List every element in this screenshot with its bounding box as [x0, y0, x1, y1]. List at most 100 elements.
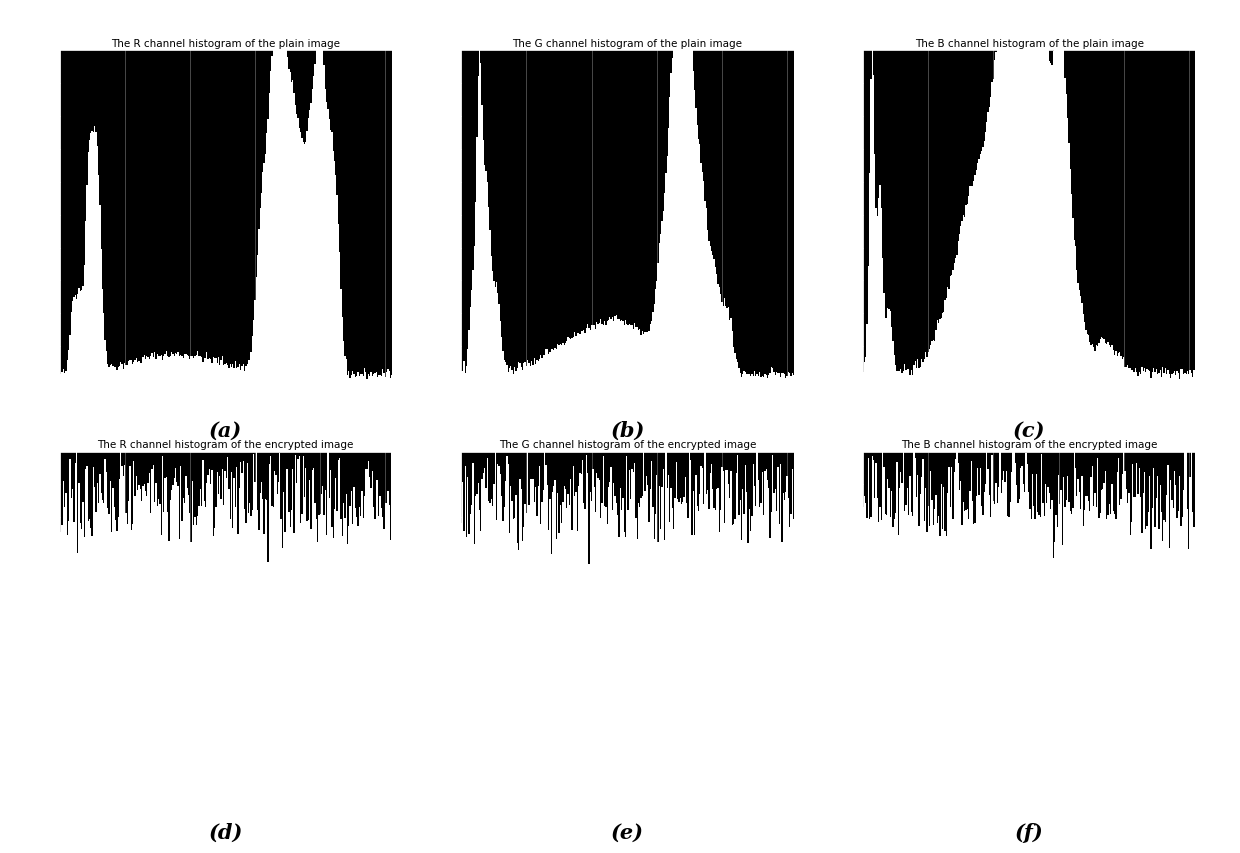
Bar	[1028, 44, 1029, 380]
Bar	[479, 511, 480, 780]
Bar	[376, 373, 377, 380]
Bar	[87, 185, 88, 380]
Bar	[696, 109, 697, 380]
Bar	[104, 460, 105, 780]
Bar	[326, 103, 327, 380]
Bar	[608, 487, 609, 780]
Bar	[273, 508, 274, 780]
Bar	[469, 534, 470, 780]
Bar	[182, 499, 184, 780]
Bar	[967, 205, 968, 380]
Bar	[216, 359, 217, 380]
Bar	[267, 500, 268, 780]
Bar	[498, 467, 500, 780]
Bar	[686, 44, 687, 380]
Bar	[358, 507, 360, 780]
Bar	[565, 344, 567, 380]
Bar	[1084, 322, 1085, 380]
Bar	[1058, 476, 1059, 780]
Bar	[579, 473, 580, 780]
Bar	[497, 465, 498, 780]
Bar	[1083, 315, 1084, 380]
Bar	[236, 368, 237, 380]
Bar	[890, 311, 892, 380]
Bar	[343, 342, 345, 380]
Bar	[192, 357, 193, 380]
Bar	[621, 320, 622, 380]
Bar	[528, 505, 529, 780]
Bar	[202, 363, 203, 380]
Bar	[697, 506, 698, 780]
Bar	[1178, 512, 1179, 780]
Bar	[1161, 378, 1162, 380]
Bar	[279, 453, 280, 780]
Bar	[339, 459, 340, 780]
Bar	[1176, 486, 1177, 780]
Bar	[701, 467, 702, 780]
Bar	[1135, 368, 1136, 380]
Bar	[316, 519, 317, 780]
Bar	[476, 494, 477, 780]
Bar	[217, 473, 218, 780]
Bar	[763, 516, 764, 780]
Bar	[233, 479, 234, 780]
Bar	[910, 513, 911, 780]
Bar	[930, 345, 931, 380]
Bar	[190, 514, 191, 780]
Bar	[1111, 485, 1112, 780]
Bar	[293, 469, 294, 780]
Bar	[146, 357, 148, 380]
Bar	[611, 318, 613, 380]
Bar	[1056, 44, 1058, 380]
Bar	[470, 514, 471, 780]
Bar	[905, 370, 906, 380]
Bar	[234, 362, 236, 380]
Bar	[650, 324, 651, 380]
Bar	[153, 465, 154, 780]
Bar	[159, 357, 160, 380]
Bar	[936, 524, 937, 780]
Bar	[324, 66, 325, 380]
Bar	[1105, 344, 1106, 380]
Bar	[1194, 371, 1197, 380]
Bar	[170, 501, 171, 780]
Bar	[150, 357, 151, 380]
Bar	[95, 133, 97, 380]
Bar	[103, 504, 104, 780]
Bar	[1102, 339, 1104, 380]
Bar	[195, 517, 196, 780]
Bar	[269, 95, 270, 380]
Bar	[166, 478, 167, 780]
Bar	[651, 461, 652, 780]
Bar	[1099, 343, 1100, 380]
Bar	[1058, 44, 1059, 380]
Bar	[1109, 345, 1110, 380]
Bar	[744, 515, 745, 780]
Bar	[645, 491, 646, 780]
Bar	[63, 369, 64, 380]
Bar	[484, 165, 485, 380]
Bar	[1023, 44, 1024, 380]
Bar	[966, 511, 967, 780]
Bar	[771, 513, 773, 780]
Bar	[529, 367, 531, 380]
Bar	[255, 277, 257, 380]
Bar	[494, 281, 495, 380]
Bar	[185, 355, 186, 380]
Bar	[919, 368, 920, 380]
Bar	[82, 287, 83, 380]
Bar	[348, 371, 350, 380]
Bar	[997, 503, 998, 780]
Bar	[866, 357, 867, 380]
Bar	[131, 364, 133, 380]
Bar	[283, 492, 284, 780]
Bar	[1173, 374, 1174, 380]
Bar	[554, 480, 556, 780]
Bar	[689, 44, 691, 380]
Bar	[145, 359, 146, 380]
Bar	[1052, 67, 1053, 380]
Bar	[784, 501, 785, 780]
Bar	[611, 511, 613, 780]
Bar	[1142, 371, 1143, 380]
Bar	[719, 287, 720, 380]
